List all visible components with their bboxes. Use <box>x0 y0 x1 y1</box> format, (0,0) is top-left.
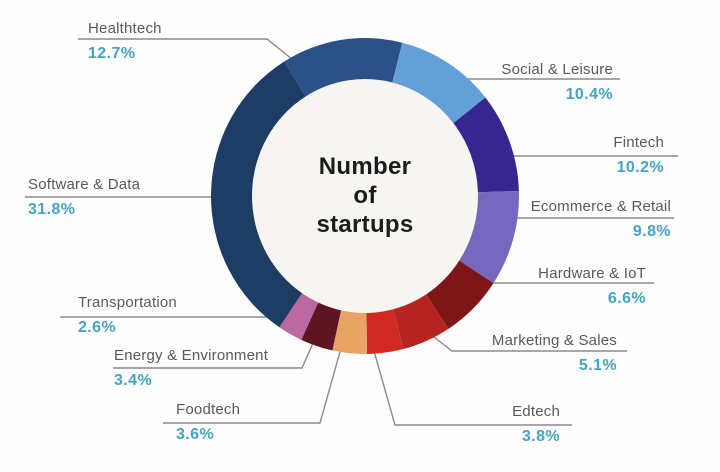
category-label: Ecommerce & Retail <box>530 198 671 215</box>
leader-foodtech <box>163 333 346 424</box>
category-percent: 9.8% <box>632 223 671 240</box>
category-percent: 31.8% <box>28 201 76 218</box>
category-percent: 3.4% <box>114 372 153 389</box>
category-label: Healthtech <box>88 20 162 37</box>
donut-hole <box>252 79 478 313</box>
slice-transportation <box>279 293 319 340</box>
category-percent: 6.6% <box>607 290 646 307</box>
category-label: Energy & Environment <box>114 347 269 364</box>
slice-software-data <box>211 61 306 328</box>
leader-edtech <box>369 336 572 426</box>
callout-ecommerce-retail: Ecommerce & Retail 9.8% <box>531 198 671 241</box>
category-percent: 5.1% <box>578 357 617 374</box>
donut-center-title: Number of startups <box>265 152 465 239</box>
slice-ecommerce-retail <box>459 190 519 284</box>
category-label: Foodtech <box>176 401 241 418</box>
category-percent: 10.4% <box>565 86 613 103</box>
callout-transportation: Transportation 2.6% <box>78 294 177 337</box>
callout-energy-environment: Energy & Environment 3.4% <box>114 347 268 390</box>
category-label: Marketing & Sales <box>491 332 617 349</box>
category-percent: 10.2% <box>616 159 664 176</box>
callout-hardware-iot: Hardware & IoT 6.6% <box>538 265 646 308</box>
leader-energy-environment <box>113 333 318 369</box>
category-label: Software & Data <box>28 176 141 193</box>
slice-fintech <box>453 97 519 193</box>
category-percent: 3.6% <box>176 426 215 443</box>
callout-healthtech: Healthtech 12.7% <box>88 20 162 63</box>
callout-social-leisure: Social & Leisure 10.4% <box>501 61 613 104</box>
slice-marketing-sales <box>393 294 449 350</box>
donut-slices <box>211 38 519 355</box>
category-percent: 12.7% <box>88 45 136 62</box>
callout-foodtech: Foodtech 3.6% <box>176 401 240 444</box>
category-label: Edtech <box>512 403 560 420</box>
callout-software-data: Software & Data 31.8% <box>28 176 140 219</box>
category-label: Fintech <box>613 134 664 151</box>
slice-healthtech <box>284 38 403 97</box>
slice-social-leisure <box>392 42 486 124</box>
category-percent: 2.6% <box>78 319 117 336</box>
category-label: Hardware & IoT <box>538 265 646 282</box>
slice-foodtech <box>332 310 367 355</box>
center-title-line: Number <box>318 153 412 180</box>
callout-marketing-sales: Marketing & Sales 5.1% <box>492 332 617 375</box>
category-percent: 3.8% <box>521 428 560 445</box>
slice-hardware-iot <box>426 260 494 329</box>
slice-energy-environment <box>301 302 342 351</box>
center-title-line: startups <box>316 211 414 238</box>
category-label: Social & Leisure <box>501 61 613 78</box>
callout-edtech: Edtech 3.8% <box>512 403 560 446</box>
category-label: Transportation <box>78 294 177 311</box>
callout-fintech: Fintech 10.2% <box>613 134 664 177</box>
slice-edtech <box>366 309 404 354</box>
center-title-line: of <box>353 182 377 209</box>
